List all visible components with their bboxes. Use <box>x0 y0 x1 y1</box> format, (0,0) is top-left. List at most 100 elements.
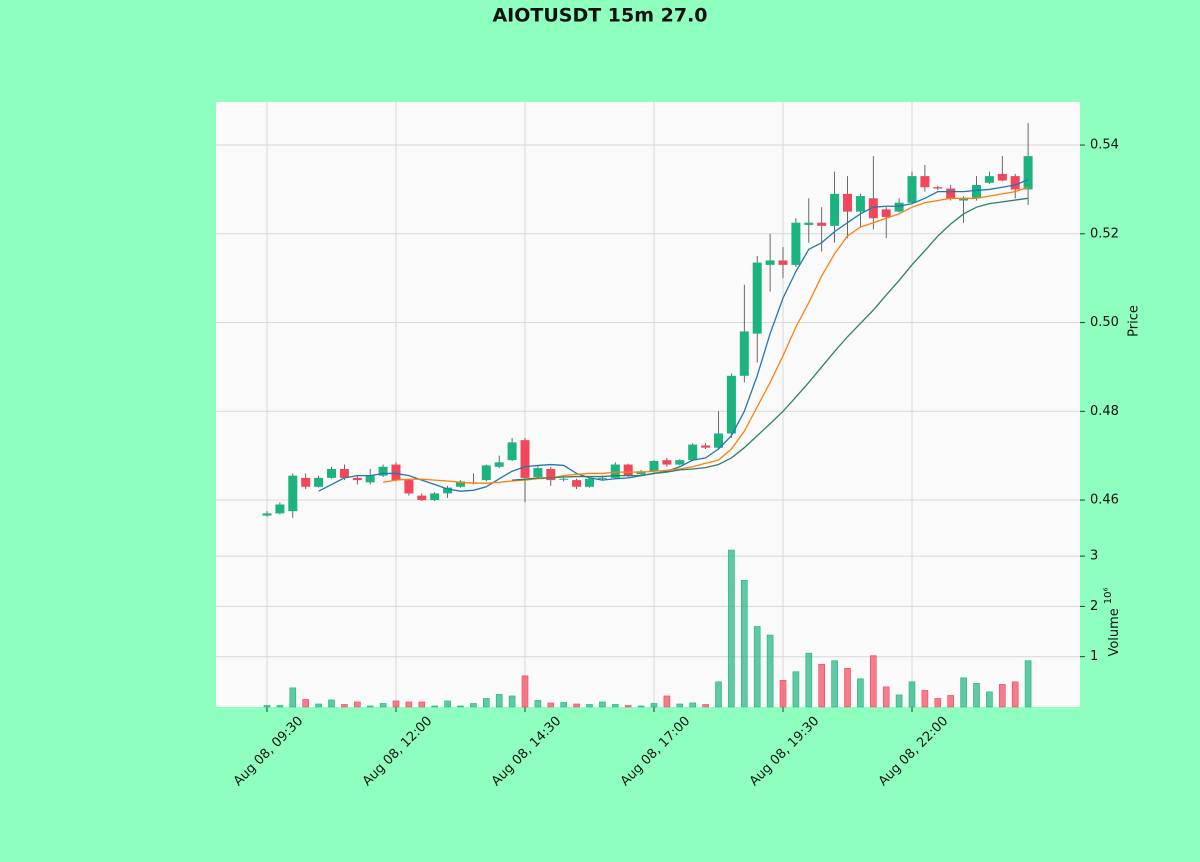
volume-bar <box>947 695 955 708</box>
moving-average-line <box>318 179 1029 492</box>
volume-bar <box>844 667 851 708</box>
candle-body <box>817 222 827 226</box>
volume-bar <box>353 701 361 708</box>
volume-bar <box>624 705 632 708</box>
candle-body <box>662 460 672 465</box>
y-tick-label: 0.50 <box>1090 315 1119 330</box>
candle-body <box>894 202 904 212</box>
candle-body <box>1010 176 1020 190</box>
candle-body <box>765 260 775 265</box>
volume-bar <box>328 699 335 708</box>
y-tick-label: 3 <box>1090 549 1098 564</box>
volume-bar <box>418 701 426 708</box>
candle-body <box>675 460 685 465</box>
candle-body <box>623 464 633 476</box>
candle-body <box>507 442 517 461</box>
volume-label-text: Volume <box>1107 608 1122 656</box>
x-tick-label: Aug 08, 19:30 <box>747 714 823 790</box>
volume-bar <box>586 704 593 708</box>
candle-body <box>301 477 311 487</box>
candle-body <box>636 471 646 475</box>
volume-bar <box>366 705 374 708</box>
candle-body <box>533 468 543 477</box>
volume-bar <box>599 701 606 708</box>
volume-bar <box>263 705 271 708</box>
volume-bar <box>341 704 348 708</box>
volume-bar <box>908 681 916 708</box>
candle-body <box>804 222 814 225</box>
candle-body <box>365 475 375 483</box>
volume-bar <box>495 694 503 708</box>
candle-body <box>843 193 852 212</box>
candle-body <box>443 487 453 494</box>
candle-body <box>597 477 607 479</box>
volume-bar <box>457 705 464 708</box>
volume-bar <box>482 698 490 708</box>
candle-body <box>391 464 401 481</box>
volume-bar <box>960 677 967 708</box>
volume-bar <box>753 626 761 708</box>
x-tick-label: Aug 08, 14:30 <box>489 714 565 790</box>
candle-body <box>855 196 865 212</box>
y-tick-label: 0.48 <box>1090 404 1119 419</box>
volume-bar <box>934 698 942 708</box>
candle-body <box>585 478 594 487</box>
volume-bar <box>276 705 284 708</box>
volume-bar <box>973 683 980 708</box>
moving-average-line <box>512 197 1029 481</box>
candle-body <box>404 480 414 494</box>
candle-body <box>920 176 930 188</box>
x-tick-label: Aug 08, 09:30 <box>231 714 307 790</box>
volume-bar <box>1011 681 1019 708</box>
volume-bar <box>792 671 800 708</box>
volume-bar <box>392 700 400 708</box>
volume-bar <box>431 705 439 708</box>
volume-bar <box>521 675 529 708</box>
volume-bar <box>611 704 619 708</box>
candle-body <box>314 477 324 487</box>
candle-body <box>984 176 994 183</box>
candle-body <box>327 468 336 478</box>
volume-bar <box>289 687 297 708</box>
candle-body <box>778 260 788 265</box>
candle-body <box>714 433 723 448</box>
volume-bar <box>895 694 903 708</box>
volume-axis-label: Volume 10⁶ <box>1103 587 1122 656</box>
candle-body <box>726 375 736 434</box>
y-tick-label: 0.46 <box>1090 493 1119 508</box>
candle-body <box>610 464 620 478</box>
y-tick-label: 0.52 <box>1090 226 1119 241</box>
candle-body <box>262 513 272 516</box>
volume-bar <box>715 681 722 708</box>
volume-bar <box>676 703 684 708</box>
volume-bar <box>986 691 993 708</box>
candle-body <box>972 184 981 199</box>
volume-bar <box>560 702 568 708</box>
volume-bar <box>637 705 645 708</box>
candle-body <box>430 493 440 501</box>
volume-bar <box>302 699 310 708</box>
volume-bar <box>702 704 709 708</box>
volume-bar <box>405 701 413 708</box>
volume-bar <box>818 663 826 708</box>
candle-body <box>959 198 969 201</box>
volume-bar <box>573 703 580 708</box>
volume-bar <box>650 703 658 708</box>
candle-body <box>275 504 285 514</box>
x-tick-label: Aug 08, 12:00 <box>360 714 436 790</box>
volume-bar <box>728 549 735 708</box>
volume-bar <box>379 703 387 708</box>
moving-average-line <box>382 186 1029 484</box>
candle-body <box>456 481 465 487</box>
volume-bar <box>779 680 787 708</box>
candle-body <box>378 466 388 476</box>
candle-body <box>1023 156 1033 190</box>
candle-body <box>907 176 917 203</box>
candle-body <box>752 262 762 334</box>
candle-body <box>997 173 1007 181</box>
volume-bar <box>470 703 477 708</box>
volume-bar <box>766 634 774 708</box>
candle-body <box>559 478 569 480</box>
candle-body <box>688 444 698 461</box>
candle-body <box>791 222 801 265</box>
